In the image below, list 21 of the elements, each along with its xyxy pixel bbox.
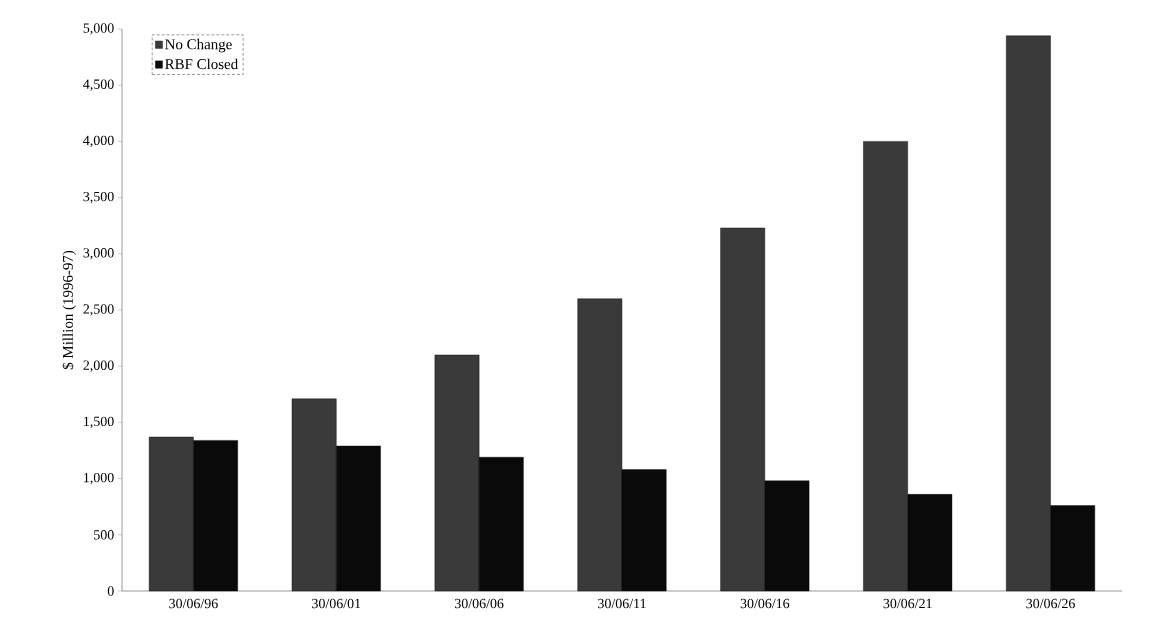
y-tick-label: 3,000 [83,248,114,260]
y-tick-label: 1,500 [84,416,114,429]
y-tick-label: 500 [94,530,114,540]
x-tick-label: 30/06/06 [455,598,504,609]
x-tick-label: 30/06/96 [169,598,218,609]
x-tick-label: 30/06/26 [1026,598,1075,609]
x-tick-label: 30/06/11 [598,598,646,609]
y-tick-label: 4,500 [83,79,114,91]
y-tick-label: 4,000 [83,135,114,148]
x-tick-label: 30/06/16 [740,598,790,609]
y-tick-label: 3,500 [83,191,114,204]
y-tick-label: 0 [107,586,114,596]
x-tick-label: 30/06/01 [312,598,361,609]
legend-label: RBF Closed [165,58,238,70]
legend-label: No Change [165,38,232,53]
x-tick-label: 30/06/21 [883,598,932,609]
y-tick-label: 2,500 [83,304,114,316]
y-tick-label: 1,000 [84,472,114,485]
y-tick-label: 5,000 [83,23,114,35]
y-axis-title: $ Million (1996-97) [62,250,77,370]
y-tick-label: 2,000 [83,360,114,372]
